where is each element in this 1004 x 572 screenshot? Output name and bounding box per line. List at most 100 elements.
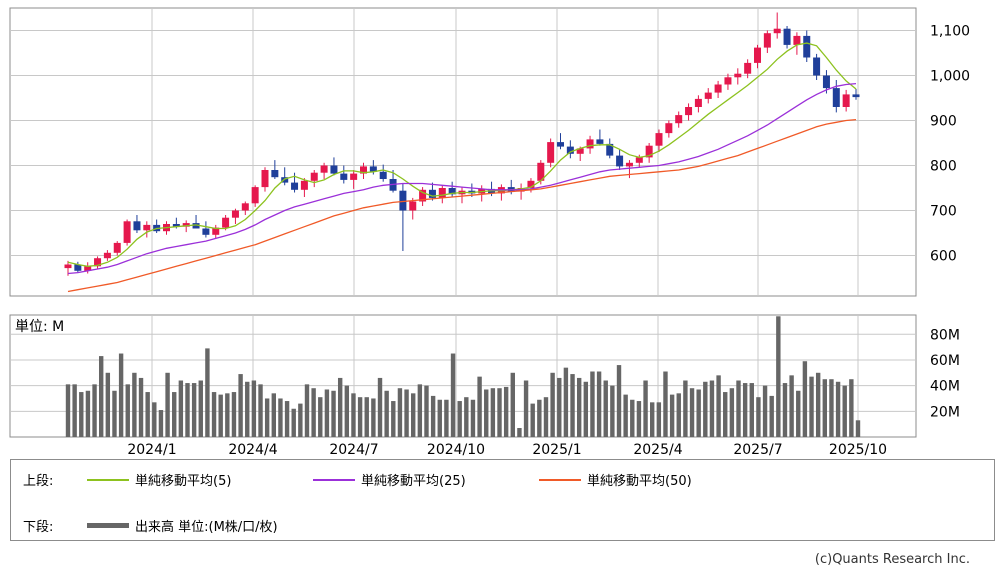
volume-bar	[855, 420, 861, 437]
candle-body	[754, 47, 761, 63]
volume-bar	[749, 383, 754, 437]
volume-tick-label: 80M	[930, 327, 960, 343]
volume-bar	[762, 385, 768, 437]
legend-swatch-sma50	[539, 478, 581, 481]
candle-body	[586, 139, 594, 149]
candle-body	[448, 188, 456, 195]
candle-body	[261, 170, 269, 188]
candle-body	[714, 84, 722, 93]
volume-bar	[576, 377, 582, 437]
candle-body	[409, 201, 417, 211]
price-frame	[9, 7, 917, 297]
volume-bar	[132, 372, 137, 437]
volume-bar	[444, 399, 449, 437]
x-tick-label: 2024/1	[127, 442, 176, 458]
price-tick-label: 1,100	[930, 24, 970, 40]
ma-line-sma50	[67, 118, 857, 293]
volume-bar	[809, 376, 814, 437]
volume-tick-label: 40M	[930, 379, 960, 395]
volume-bar	[530, 403, 535, 437]
volume-bar	[596, 371, 602, 437]
volume-bar	[510, 372, 515, 437]
candle-body	[616, 155, 624, 167]
volume-bar	[603, 380, 608, 437]
candle-body	[694, 98, 702, 107]
volume-bar	[543, 397, 549, 437]
stock-chart: 600 700 800 900 1,000 1,100 20M 40M 60M 80M 単位: M…	[9, 7, 970, 458]
volume-bar	[424, 385, 429, 437]
volume-bar	[490, 388, 496, 437]
volume-bar	[709, 380, 715, 437]
candle-body	[360, 166, 367, 174]
volume-bar	[291, 408, 296, 437]
volume-bar	[98, 356, 104, 437]
legend-item-volume: 出来高 単位:(M株/口/枚)	[87, 516, 278, 535]
ma-line-sma25	[67, 82, 857, 275]
candle-body	[182, 223, 190, 227]
volume-bar	[736, 380, 741, 437]
legend-item-sma5: 単純移動平均(5)	[87, 470, 313, 489]
candle-body	[557, 142, 564, 147]
candle-body	[340, 173, 348, 180]
candle-body	[74, 264, 82, 271]
volume-bar	[676, 393, 681, 437]
volume-tick-label: 20M	[930, 404, 960, 420]
candle-body	[655, 133, 663, 146]
candle-body	[192, 223, 200, 229]
volume-bar	[92, 384, 97, 437]
volume-bar	[337, 377, 343, 437]
volume-bar	[656, 402, 662, 437]
volume-bar	[404, 389, 409, 437]
volume-bar	[231, 392, 237, 437]
volume-bar	[172, 392, 177, 437]
candle-body	[428, 189, 436, 198]
volume-bar	[623, 394, 628, 437]
volume-bar	[550, 372, 555, 437]
x-tick-label: 2024/7	[329, 442, 378, 458]
volume-bar	[145, 392, 150, 437]
volume-bar	[417, 384, 423, 437]
volume-bar	[165, 372, 170, 437]
volume-bar	[563, 367, 569, 437]
candle-body	[832, 88, 840, 107]
volume-bar	[198, 380, 203, 437]
volume-bar	[225, 393, 230, 437]
volume-bar	[470, 399, 476, 437]
volume-bar	[218, 394, 223, 437]
volume-unit-label: 単位: M	[15, 319, 64, 335]
volume-bar	[311, 388, 316, 437]
legend-item-sma50: 単純移動平均(50)	[539, 470, 692, 489]
volume-bar	[271, 393, 276, 437]
volume-bar	[318, 397, 323, 437]
candle-body	[645, 145, 653, 158]
volume-bar	[636, 401, 642, 437]
volume-bar	[716, 375, 721, 437]
candle-body	[773, 28, 781, 34]
x-tick-label: 2025/7	[733, 442, 782, 458]
volume-bar	[650, 402, 655, 437]
volume-bar	[815, 372, 821, 437]
price-tick-label: 700	[930, 204, 957, 220]
volume-bar	[125, 384, 130, 437]
volume-bar	[138, 377, 144, 437]
volume-bar	[450, 353, 456, 437]
candle-body	[350, 173, 358, 180]
volume-bar	[397, 388, 403, 437]
volume-bar	[238, 374, 243, 437]
volume-bar	[477, 376, 482, 437]
volume-bar	[344, 385, 350, 437]
price-tick-label: 1,000	[930, 69, 970, 85]
volume-bar	[384, 390, 389, 437]
volume-bar	[464, 397, 469, 437]
legend-label-volume: 出来高 単位:(M株/口/枚)	[135, 520, 278, 535]
volume-bar	[643, 380, 648, 437]
candle-body	[212, 227, 220, 235]
volume-bar	[689, 388, 695, 437]
candle-body	[94, 258, 102, 267]
volume-bar	[729, 388, 735, 437]
x-tick-label: 2025/4	[633, 442, 682, 458]
legend-item-sma25: 単純移動平均(25)	[313, 470, 539, 489]
volume-bar	[278, 398, 283, 437]
volume-bar	[357, 397, 363, 437]
price-tick-label: 600	[930, 249, 957, 265]
